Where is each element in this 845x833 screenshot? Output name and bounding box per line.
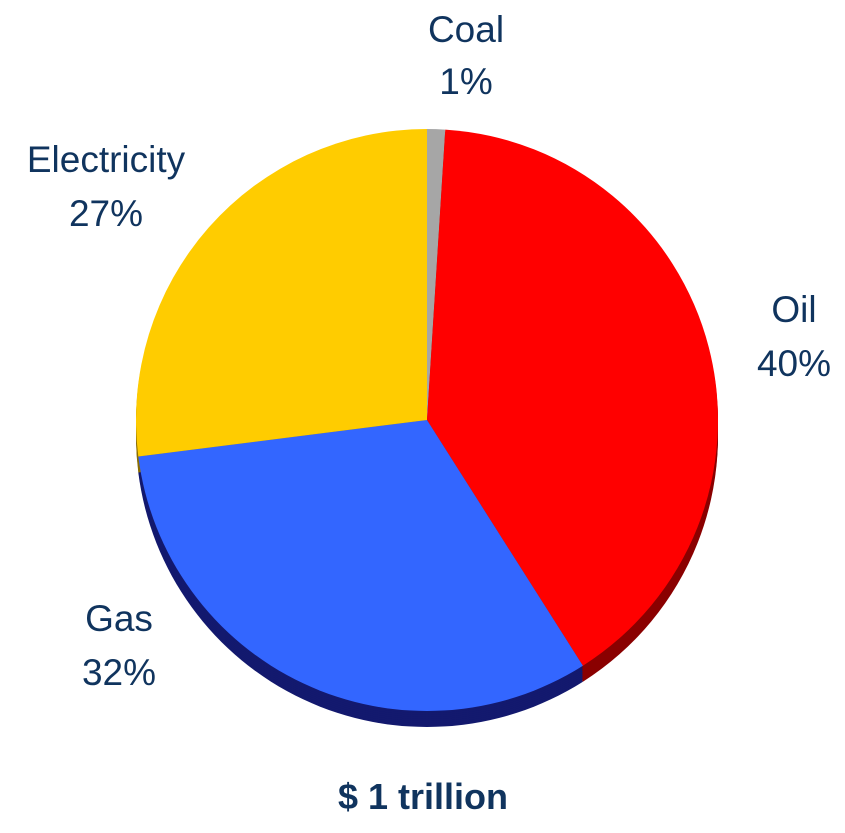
slice-labels: Coal 1% Oil 40% Gas 32% Electricity 27% (27, 9, 831, 693)
slice-label-coal-value: 1% (439, 61, 492, 102)
pie-slice-coal (427, 129, 446, 420)
slice-label-gas-value: 32% (82, 652, 156, 693)
slice-label-electricity-value: 27% (69, 193, 143, 234)
total-label: $ 1 trillion (338, 776, 508, 817)
pie-slice-gas (138, 420, 583, 711)
slice-label-oil-value: 40% (757, 343, 831, 384)
pie-slice-oil (427, 129, 718, 666)
pie-slices (135, 129, 718, 711)
pie-slice-electricity (135, 129, 427, 457)
slice-label-gas-name: Gas (85, 598, 153, 639)
slice-label-electricity-name: Electricity (27, 139, 186, 180)
slice-label-oil-name: Oil (771, 289, 816, 330)
slice-label-coal-name: Coal (428, 9, 504, 50)
